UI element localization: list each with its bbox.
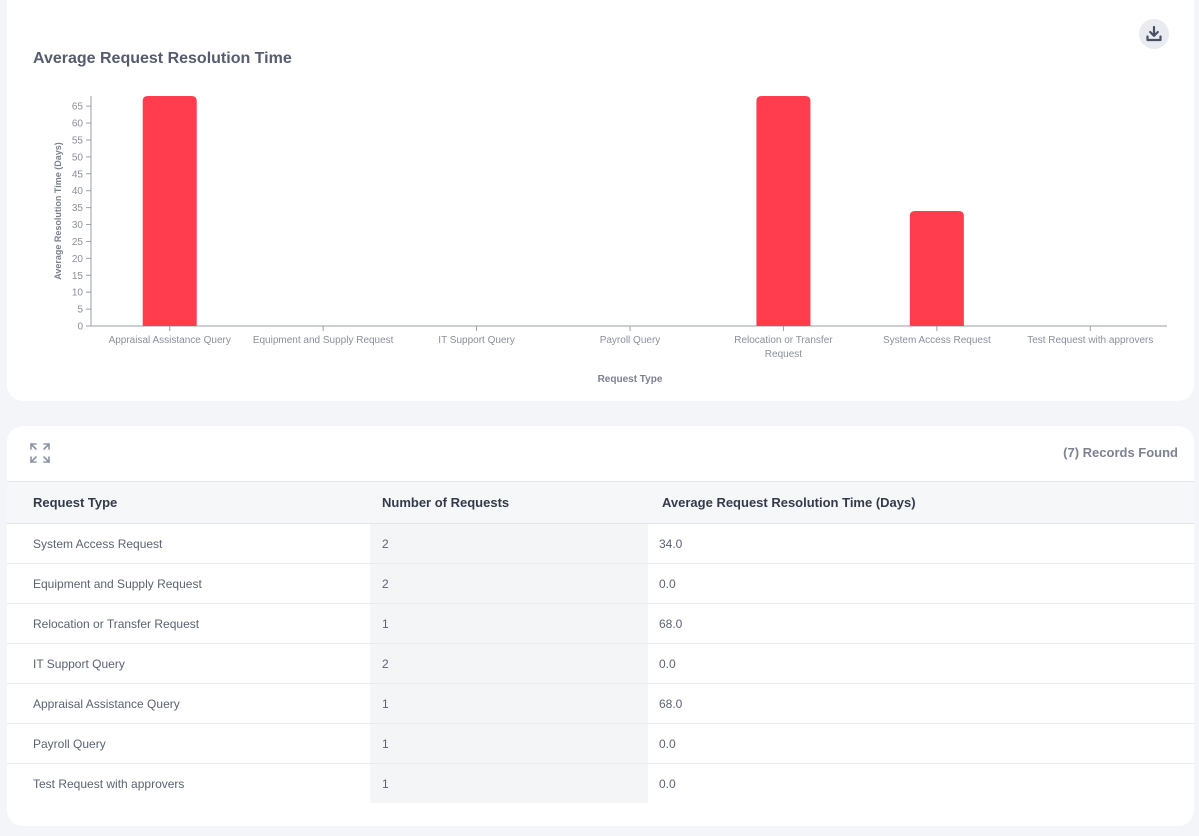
y-tick-label: 15 [72, 271, 84, 282]
y-tick-label: 0 [77, 322, 83, 333]
x-category-label: Relocation or Transfer [734, 335, 833, 346]
bar-chart: 0 5 10 15 20 25 30 35 40 45 50 55 60 65 Average Resolu… [53, 96, 1167, 385]
cell-average-time: 34.0 [648, 523, 1194, 564]
table-row[interactable]: Relocation or Transfer Request 1 68.0 [7, 603, 1194, 644]
cell-number-of-requests: 1 [370, 683, 648, 724]
bar [142, 96, 197, 326]
bar [756, 96, 811, 326]
cell-request-type: System Access Request [7, 523, 370, 564]
table-card: (7) Records Found Request Type Number of… [7, 426, 1194, 826]
expand-icon [30, 443, 50, 463]
table-header-row: Request Type Number of Requests Average … [7, 481, 1194, 524]
x-category-label: Equipment and Supply Request [253, 335, 394, 346]
table-row[interactable]: System Access Request 2 34.0 [7, 523, 1194, 564]
y-tick-label: 5 [77, 305, 83, 316]
cell-average-time: 0.0 [648, 643, 1194, 684]
cell-average-time: 0.0 [648, 563, 1194, 604]
cell-average-time: 0.0 [648, 723, 1194, 764]
chart-card: Average Request Resolution Time 0 5 10 15 20… [7, 0, 1194, 401]
y-tick-label: 20 [72, 254, 84, 265]
column-header-request-type[interactable]: Request Type [33, 495, 118, 510]
table-row[interactable]: Equipment and Supply Request 2 0.0 [7, 563, 1194, 604]
table-row[interactable]: IT Support Query 2 0.0 [7, 643, 1194, 684]
y-tick-label: 45 [72, 169, 84, 180]
y-tick-label: 25 [72, 237, 84, 248]
cell-average-time: 68.0 [648, 683, 1194, 724]
y-axis-title: Average Resolution Time (Days) [53, 142, 63, 280]
cell-request-type: Appraisal Assistance Query [7, 683, 370, 724]
cell-number-of-requests: 2 [370, 523, 648, 564]
x-category-label: Appraisal Assistance Query [109, 335, 231, 346]
cell-request-type: Payroll Query [7, 723, 370, 764]
download-icon [1146, 25, 1162, 42]
cell-average-time: 68.0 [648, 603, 1194, 644]
cell-number-of-requests: 1 [370, 603, 648, 644]
x-category-label: IT Support Query [438, 335, 515, 346]
x-axis-title: Request Type [598, 374, 663, 385]
records-count: (7) Records Found [1063, 445, 1178, 460]
cell-number-of-requests: 1 [370, 763, 648, 803]
table-row[interactable]: Test Request with approvers 1 0.0 [7, 763, 1194, 803]
results-table: Request Type Number of Requests Average … [7, 481, 1194, 803]
cell-request-type: Equipment and Supply Request [7, 563, 370, 604]
y-tick-label: 10 [72, 288, 84, 299]
column-header-average-time[interactable]: Average Request Resolution Time (Days) [662, 495, 916, 510]
cell-request-type: IT Support Query [7, 643, 370, 684]
y-tick-label: 60 [72, 119, 84, 130]
x-category-label: System Access Request [883, 335, 991, 346]
chart-title: Average Request Resolution Time [33, 50, 292, 67]
y-tick-label: 55 [72, 135, 84, 146]
download-button[interactable] [1139, 19, 1169, 49]
x-category-label: Test Request with approvers [1027, 335, 1153, 346]
table-row[interactable]: Appraisal Assistance Query 1 68.0 [7, 683, 1194, 724]
y-tick-label: 35 [72, 203, 84, 214]
column-header-number-of-requests[interactable]: Number of Requests [382, 495, 510, 510]
cell-average-time: 0.0 [659, 776, 676, 791]
y-tick-label: 40 [72, 186, 84, 197]
cell-number-of-requests: 1 [370, 723, 648, 764]
cell-number-of-requests: 2 [370, 643, 648, 684]
expand-button[interactable] [28, 441, 52, 465]
bar [909, 211, 964, 326]
cell-number-of-requests: 2 [370, 563, 648, 604]
x-category-label: Payroll Query [600, 335, 661, 346]
y-tick-label: 50 [72, 152, 84, 163]
y-tick-label: 65 [72, 102, 84, 113]
cell-request-type: Test Request with approvers [33, 776, 185, 791]
cell-request-type: Relocation or Transfer Request [7, 603, 370, 644]
x-category-label: Request [765, 349, 802, 360]
y-tick-label: 30 [72, 220, 84, 231]
table-row[interactable]: Payroll Query 1 0.0 [7, 723, 1194, 764]
